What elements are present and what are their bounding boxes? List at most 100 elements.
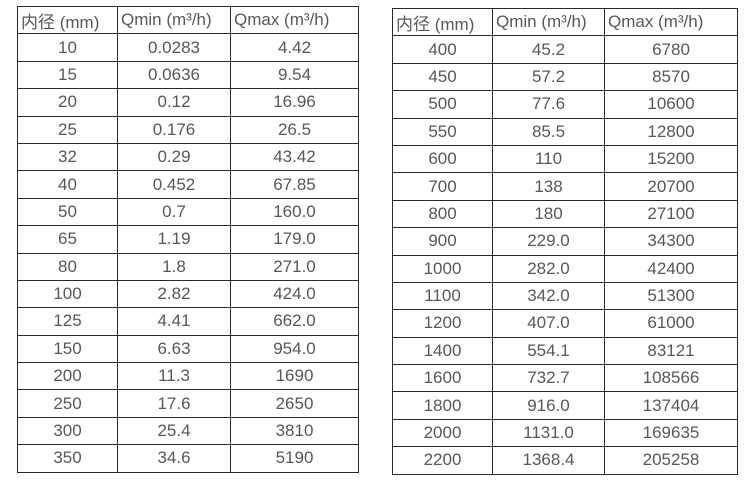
table-row: 1200 407.0 61000 [392, 309, 738, 338]
table-row: 300 25.4 3810 [17, 416, 359, 446]
cell: 43.42 [230, 142, 359, 172]
cell: 0.7 [117, 197, 231, 227]
cell: 80 [17, 252, 118, 281]
cell: 42400 [604, 254, 738, 283]
column-header: Qmin (m³/h) [492, 7, 605, 37]
table-row: 125 4.41 662.0 [17, 307, 359, 336]
cell: 424.0 [230, 279, 359, 309]
flow-rate-table-small-diameters: 内径 (mm) Qmin (m³/h) Qmax (m³/h) 10 0.0283 4.4… [17, 5, 359, 473]
cell: 9.54 [230, 60, 359, 90]
cell: 27100 [604, 199, 738, 229]
table-row: 500 77.6 10600 [392, 90, 738, 119]
table-row: 10 0.0283 4.42 [17, 33, 359, 62]
cell: 2200 [392, 446, 493, 475]
cell: 65 [17, 225, 118, 254]
cell: 2000 [392, 418, 493, 448]
cell: 554.1 [492, 336, 605, 366]
cell: 34300 [604, 227, 738, 256]
table-row: 1400 554.1 83121 [392, 336, 738, 366]
cell: 229.0 [492, 227, 605, 256]
cell: 0.0283 [117, 33, 231, 62]
cell: 250 [17, 389, 118, 418]
cell: 100 [17, 279, 118, 309]
cell: 700 [392, 172, 493, 201]
cell: 169635 [604, 418, 738, 448]
table-row: 800 180 27100 [392, 199, 738, 229]
table-row: 1800 916.0 137404 [392, 391, 738, 420]
cell: 5190 [230, 444, 359, 473]
column-header: 内径 (mm) [17, 5, 118, 35]
cell: 300 [17, 416, 118, 446]
table-row: 25 0.176 26.5 [17, 115, 359, 144]
cell: 25.4 [117, 416, 231, 446]
cell: 732.7 [492, 364, 605, 393]
cell: 2.82 [117, 279, 231, 309]
cell: 32 [17, 142, 118, 172]
table-row: 15 0.0636 9.54 [17, 60, 359, 90]
cell: 61000 [604, 309, 738, 338]
cell: 40 [17, 170, 118, 199]
cell: 110 [492, 144, 605, 174]
table-row: 250 17.6 2650 [17, 389, 359, 418]
cell: 6780 [604, 35, 738, 64]
cell: 407.0 [492, 309, 605, 338]
cell: 45.2 [492, 35, 605, 64]
cell: 85.5 [492, 117, 605, 146]
cell: 954.0 [230, 334, 359, 364]
cell: 8570 [604, 62, 738, 92]
cell: 1690 [230, 362, 359, 391]
cell: 1368.4 [492, 446, 605, 475]
cell: 0.0636 [117, 60, 231, 90]
table-row: 700 138 20700 [392, 172, 738, 201]
cell: 125 [17, 307, 118, 336]
table-row: 600 110 15200 [392, 144, 738, 174]
column-header: Qmax (m³/h) [230, 5, 359, 35]
table-row: 100 2.82 424.0 [17, 279, 359, 309]
cell: 17.6 [117, 389, 231, 418]
cell: 83121 [604, 336, 738, 366]
table-row: 200 11.3 1690 [17, 362, 359, 391]
cell: 15 [17, 60, 118, 90]
header-row: 内径 (mm) Qmin (m³/h) Qmax (m³/h) [17, 5, 359, 35]
table-row: 1000 282.0 42400 [392, 254, 738, 283]
cell: 800 [392, 199, 493, 229]
column-header: 内径 (mm) [392, 7, 493, 37]
table-row: 32 0.29 43.42 [17, 142, 359, 172]
cell: 0.29 [117, 142, 231, 172]
cell: 3810 [230, 416, 359, 446]
table-row: 50 0.7 160.0 [17, 197, 359, 227]
cell: 205258 [604, 446, 738, 475]
table-row: 1100 342.0 51300 [392, 281, 738, 311]
cell: 15200 [604, 144, 738, 174]
cell: 1600 [392, 364, 493, 393]
cell: 916.0 [492, 391, 605, 420]
cell: 77.6 [492, 90, 605, 119]
cell: 0.452 [117, 170, 231, 199]
cell: 2650 [230, 389, 359, 418]
column-header: Qmin (m³/h) [117, 5, 231, 35]
cell: 400 [392, 35, 493, 64]
cell: 34.6 [117, 444, 231, 473]
header-row: 内径 (mm) Qmin (m³/h) Qmax (m³/h) [392, 7, 738, 37]
table-row: 350 34.6 5190 [17, 444, 359, 473]
table-row: 65 1.19 179.0 [17, 225, 359, 254]
cell: 51300 [604, 281, 738, 311]
cell: 350 [17, 444, 118, 473]
cell: 1131.0 [492, 418, 605, 448]
cell: 0.12 [117, 88, 231, 117]
cell: 1800 [392, 391, 493, 420]
cell: 1100 [392, 281, 493, 311]
table-row: 40 0.452 67.85 [17, 170, 359, 199]
cell: 600 [392, 144, 493, 174]
table-row: 80 1.8 271.0 [17, 252, 359, 281]
cell: 57.2 [492, 62, 605, 92]
table-row: 2000 1131.0 169635 [392, 418, 738, 448]
cell: 108566 [604, 364, 738, 393]
cell: 4.41 [117, 307, 231, 336]
table-row: 450 57.2 8570 [392, 62, 738, 92]
cell: 180 [492, 199, 605, 229]
cell: 900 [392, 227, 493, 256]
cell: 1000 [392, 254, 493, 283]
table-row: 400 45.2 6780 [392, 35, 738, 64]
cell: 200 [17, 362, 118, 391]
